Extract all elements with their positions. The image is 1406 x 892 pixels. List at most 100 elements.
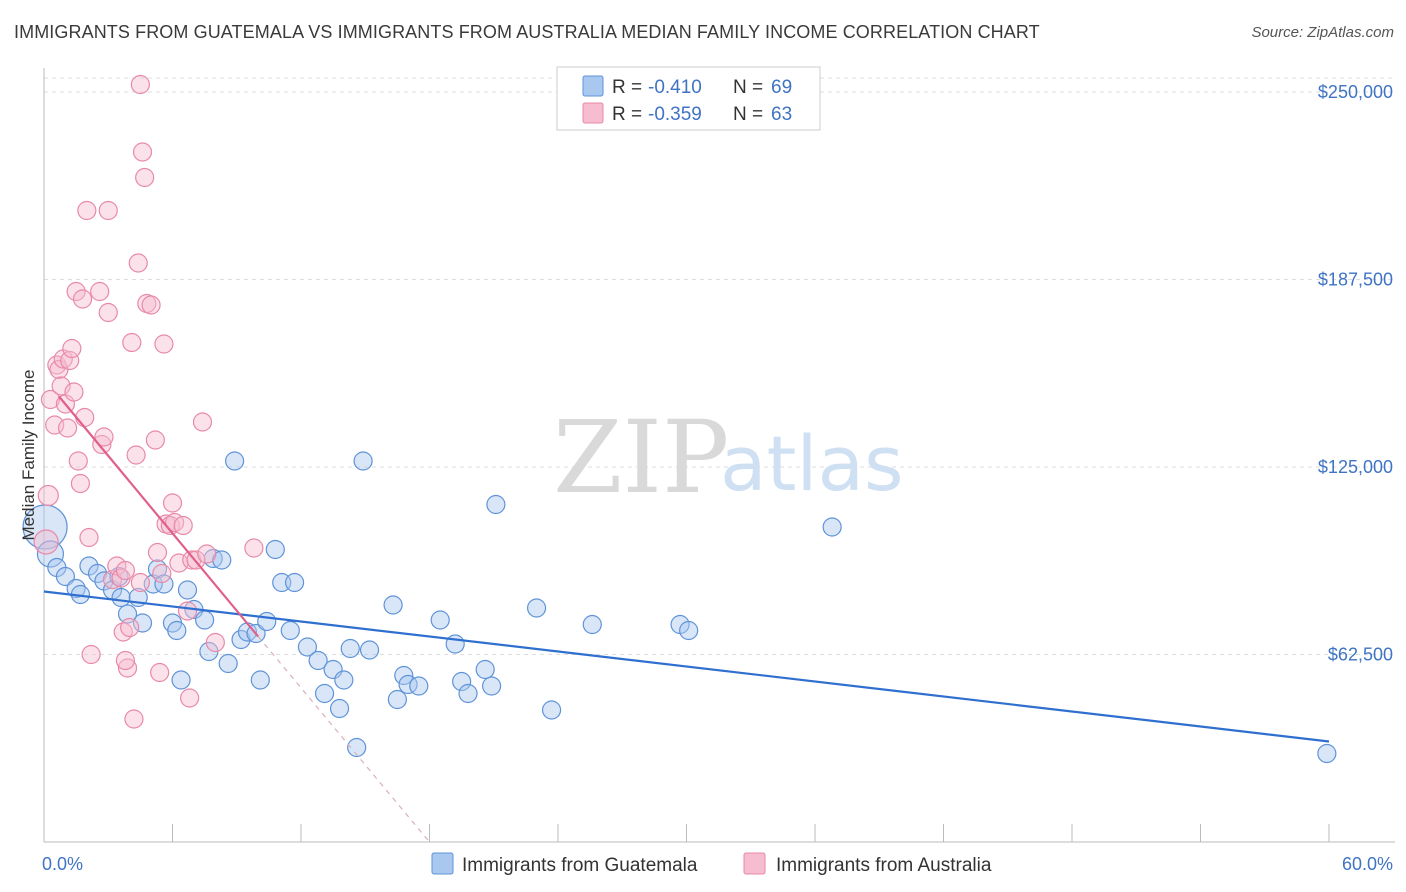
australia-point-59 [244, 538, 264, 558]
guatemala-point-55 [452, 671, 472, 692]
australia-point-48 [177, 601, 198, 621]
australia-trend-line [58, 395, 260, 638]
australia-point-47 [173, 515, 193, 536]
guatemala-point-21 [177, 580, 198, 600]
watermark-zip: ZIP [553, 399, 729, 516]
australia-point-39 [141, 295, 161, 315]
australia-point-52 [197, 544, 217, 564]
grid-lines [44, 77, 1395, 655]
australia-point-37 [135, 167, 155, 188]
legend-swatch-australia [582, 102, 604, 124]
bottom-legend-label-australia: Immigrants from Australia [776, 855, 992, 876]
x-tick-labels: 0.0% 60.0% [42, 854, 1393, 874]
y-tick-label-3: $250,000 [1318, 82, 1393, 102]
australia-point-20 [81, 644, 101, 665]
guatemala-point-23 [195, 610, 215, 630]
axes [43, 68, 1395, 843]
australia-point-30 [117, 658, 138, 678]
australia-point-11 [62, 338, 82, 359]
legend-r-value-2: -0.359 [648, 104, 702, 125]
legend-r-value-1: -0.410 [648, 77, 702, 98]
australia-point-56 [150, 662, 170, 683]
legend-n-label-1: N = [733, 77, 763, 98]
australia-point-57 [162, 493, 183, 513]
y-tick-label-1: $125,000 [1318, 457, 1393, 477]
australia-point-17 [75, 407, 95, 428]
guatemala-point-60 [526, 598, 547, 618]
australia-point-12 [64, 382, 84, 402]
australia-point-31 [120, 617, 140, 638]
australia-point-36 [132, 142, 153, 162]
guatemala-trend-line [43, 590, 1330, 743]
bottom-legend-label-guatemala: Immigrants from Guatemala [462, 855, 698, 876]
trend-lines [43, 395, 1330, 843]
australia-trend-extension [257, 636, 430, 843]
guatemala-point-64 [679, 620, 699, 641]
guatemala-point-53 [430, 610, 450, 630]
guatemala-point-11 [111, 587, 131, 608]
guatemala-point-56 [458, 683, 478, 704]
series-australia-points [33, 74, 264, 729]
guatemala-point-40 [314, 683, 335, 704]
australia-point-16 [72, 289, 93, 309]
x-tick-label-0: 0.0% [42, 854, 83, 874]
guatemala-point-19 [167, 620, 187, 641]
australia-point-0 [33, 529, 59, 555]
australia-point-9 [57, 418, 78, 438]
australia-point-13 [66, 281, 86, 302]
guatemala-point-34 [265, 539, 285, 560]
australia-point-2 [40, 389, 61, 410]
australia-point-60 [154, 334, 174, 354]
guatemala-point-20 [171, 670, 191, 690]
guatemala-point-50 [394, 665, 414, 686]
guatemala-point-42 [329, 698, 350, 719]
y-tick-label-2: $187,500 [1318, 270, 1393, 290]
australia-point-35 [130, 572, 150, 593]
australia-point-22 [92, 434, 112, 455]
guatemala-point-38 [297, 637, 318, 657]
y-tick-labels: $62,500 $125,000 $187,500 $250,000 [1318, 82, 1393, 665]
australia-point-15 [70, 473, 91, 494]
legend-r-label-2: R = [612, 104, 642, 125]
australia-point-21 [90, 281, 110, 302]
guatemala-point-36 [280, 620, 300, 641]
australia-point-51 [192, 412, 213, 432]
guatemala-point-45 [347, 737, 367, 758]
guatemala-point-61 [541, 700, 562, 720]
australia-point-14 [68, 451, 88, 471]
legend-n-value-1: 69 [771, 77, 792, 98]
guatemala-point-37 [284, 572, 305, 593]
legend-r-label-1: R = [612, 77, 642, 98]
australia-point-18 [77, 200, 97, 221]
guatemala-point-28 [225, 451, 245, 471]
watermark-atlas: atlas [720, 419, 904, 508]
guatemala-point-52 [409, 676, 429, 696]
guatemala-point-48 [383, 595, 403, 615]
guatemala-point-47 [359, 640, 380, 660]
guatemala-point-65 [822, 517, 842, 537]
australia-point-29 [115, 560, 135, 581]
guatemala-point-44 [340, 638, 360, 659]
guatemala-point-66 [1317, 743, 1337, 764]
legend-n-label-2: N = [733, 104, 763, 125]
australia-point-33 [126, 445, 146, 465]
watermark: ZIP atlas [553, 399, 904, 516]
legend-n-value-2: 63 [771, 104, 792, 125]
australia-point-24 [98, 302, 118, 323]
guatemala-point-27 [218, 653, 238, 674]
guatemala-point-57 [475, 659, 495, 680]
australia-point-10 [60, 350, 80, 371]
australia-point-54 [115, 650, 135, 671]
guatemala-point-43 [334, 670, 354, 690]
guatemala-point-58 [482, 676, 502, 696]
bottom-legend-swatch-australia [743, 852, 766, 875]
bottom-legend-swatch-guatemala [431, 852, 454, 875]
australia-point-58 [180, 688, 200, 708]
australia-point-42 [152, 563, 172, 584]
guatemala-point-32 [250, 670, 270, 690]
guatemala-point-39 [308, 650, 328, 671]
australia-point-32 [122, 332, 142, 353]
source-credit: Source: ZipAtlas.com [1251, 24, 1394, 41]
stats-legend: R = -0.410 N = 69 R = -0.359 N = 63 [556, 66, 821, 131]
y-axis-title: Median Family Income [19, 369, 38, 540]
